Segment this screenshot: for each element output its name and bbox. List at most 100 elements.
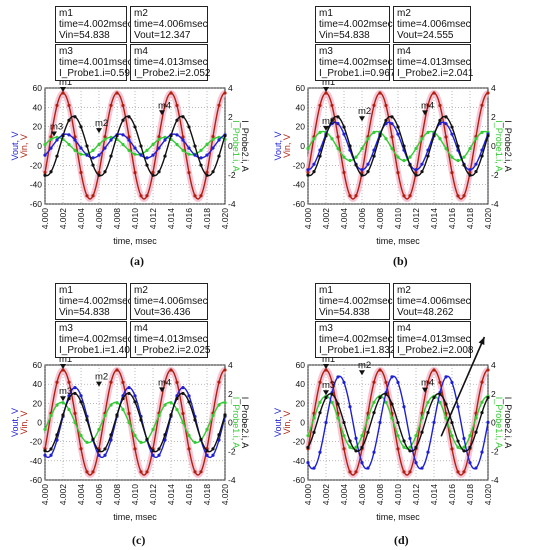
series-point-vout	[414, 461, 418, 465]
tick-label-y-right: 2	[491, 112, 496, 122]
marker-box-m3: m3 time=4.002msec I_Probe1.i=0.967	[315, 44, 396, 81]
tick-label-x: 4.020	[220, 208, 230, 230]
series-point-probe2	[420, 430, 424, 434]
series-point-probe2	[151, 173, 155, 177]
marker-triangle-m2	[96, 381, 102, 387]
series-point-probe1	[414, 434, 418, 438]
marker-label-m2: m2	[358, 360, 371, 371]
series-point-probe2	[61, 413, 65, 417]
series-point-probe1	[330, 400, 334, 404]
marker-line: Vin=54.838	[59, 307, 110, 318]
marker-line: time=4.002msec	[59, 296, 133, 307]
y-axis-label-left-vin: Vin, V	[19, 411, 29, 435]
marker-line: time=4.002msec	[319, 57, 393, 68]
tick-label-x: 4.018	[465, 484, 475, 506]
series-point-vin	[121, 103, 125, 108]
series-point-vout	[396, 380, 400, 385]
y-axis-label-right-probe2: I_Probe2.i, A	[240, 120, 250, 172]
tick-label-y-left: 40	[33, 379, 43, 389]
tick-label-x: 4.008	[112, 484, 122, 506]
marker-label-m2: m2	[358, 106, 371, 117]
marker-line: I_Probe1.i=0.967	[319, 68, 396, 79]
series-point-probe1	[205, 427, 209, 431]
series-point-probe2	[115, 413, 119, 417]
series-point-probe2	[372, 411, 376, 415]
series-point-probe1	[139, 440, 143, 444]
marker-line: I_Probe2.i=2.025	[134, 345, 211, 356]
series-point-probe2	[223, 134, 227, 138]
y-axis-label-left-vout: Vout, V	[273, 408, 283, 437]
series-point-vin	[384, 103, 388, 108]
series-point-probe1	[402, 158, 406, 163]
series-point-probe1	[438, 400, 442, 404]
series-point-probe2	[360, 173, 364, 177]
series-point-probe2	[318, 154, 322, 158]
series-point-vout	[312, 162, 316, 166]
marker-box-m2: m2 time=4.006msec Vout=36.436	[130, 283, 208, 320]
marker-triangle-m3	[60, 396, 66, 402]
series-point-vin	[348, 470, 352, 474]
series-point-probe2	[306, 173, 310, 177]
series-point-probe2	[336, 402, 340, 406]
series-point-vin	[205, 170, 209, 174]
series-point-vin	[468, 170, 472, 174]
series-point-vout	[175, 133, 179, 137]
series-point-probe1	[426, 130, 430, 134]
marker-box-m1: m1 time=4.002msec Vin=54.838	[55, 6, 133, 43]
series-point-probe1	[157, 137, 161, 141]
tick-label-y-left: -60	[293, 475, 306, 485]
series-point-vin	[402, 194, 406, 198]
series-point-vin	[91, 470, 95, 474]
series-point-vin	[199, 470, 203, 474]
series-point-probe1	[151, 142, 155, 147]
series-point-vin	[55, 380, 59, 384]
series-points-vout	[306, 122, 490, 172]
series-point-probe2	[324, 396, 328, 400]
tick-label-x: 4.008	[112, 208, 122, 230]
series-point-probe2	[456, 439, 460, 443]
series-point-vin	[438, 103, 442, 108]
series-point-probe2	[348, 144, 352, 148]
series-point-probe2	[115, 134, 119, 138]
series-point-vout	[360, 461, 364, 465]
series-point-vout	[450, 132, 454, 136]
marker-line: time=4.001msec	[59, 57, 133, 68]
series-point-probe1	[468, 433, 472, 438]
tick-label-x: 4.014	[166, 484, 176, 506]
series-points-vout	[43, 133, 227, 160]
tick-label-x: 4.002	[58, 208, 68, 230]
series-point-vin	[115, 368, 119, 372]
marker-label-m3: m3	[322, 380, 335, 391]
series-point-probe1	[402, 445, 406, 449]
series-point-vout	[157, 453, 161, 457]
series-point-vout	[109, 138, 113, 142]
series-point-vout	[408, 436, 412, 441]
series-point-probe1	[354, 155, 358, 159]
series-point-vout	[49, 146, 53, 150]
marker-line: time=4.013msec	[134, 57, 208, 68]
tick-label-y-right: -2	[228, 446, 236, 456]
series-point-vout	[456, 405, 460, 409]
series-point-probe2	[169, 413, 173, 417]
series-point-probe2	[474, 430, 478, 434]
y-axis-label-right-probe1: I_Probe1.i, A	[231, 397, 241, 449]
series-point-vin	[181, 135, 185, 139]
series-point-probe2	[91, 437, 95, 441]
series-point-probe1	[163, 403, 167, 407]
series-point-probe2	[211, 447, 215, 451]
series-point-probe1	[145, 148, 149, 152]
series-point-probe1	[181, 420, 185, 425]
series-point-probe2	[109, 154, 113, 158]
marker-line: m2	[134, 285, 148, 296]
marker-label-m1: m1	[322, 354, 335, 365]
series-point-probe1	[61, 401, 65, 405]
marker-triangle-m1	[60, 363, 66, 369]
series-point-probe2	[384, 118, 388, 122]
series-point-vout	[402, 405, 406, 409]
tick-label-x: 4.006	[357, 484, 367, 506]
series-point-vin	[187, 171, 191, 175]
tick-label-x: 4.012	[148, 208, 158, 230]
tick-label-y-left: -40	[30, 180, 43, 190]
series-point-probe2	[145, 163, 149, 167]
series-point-probe2	[348, 439, 352, 443]
